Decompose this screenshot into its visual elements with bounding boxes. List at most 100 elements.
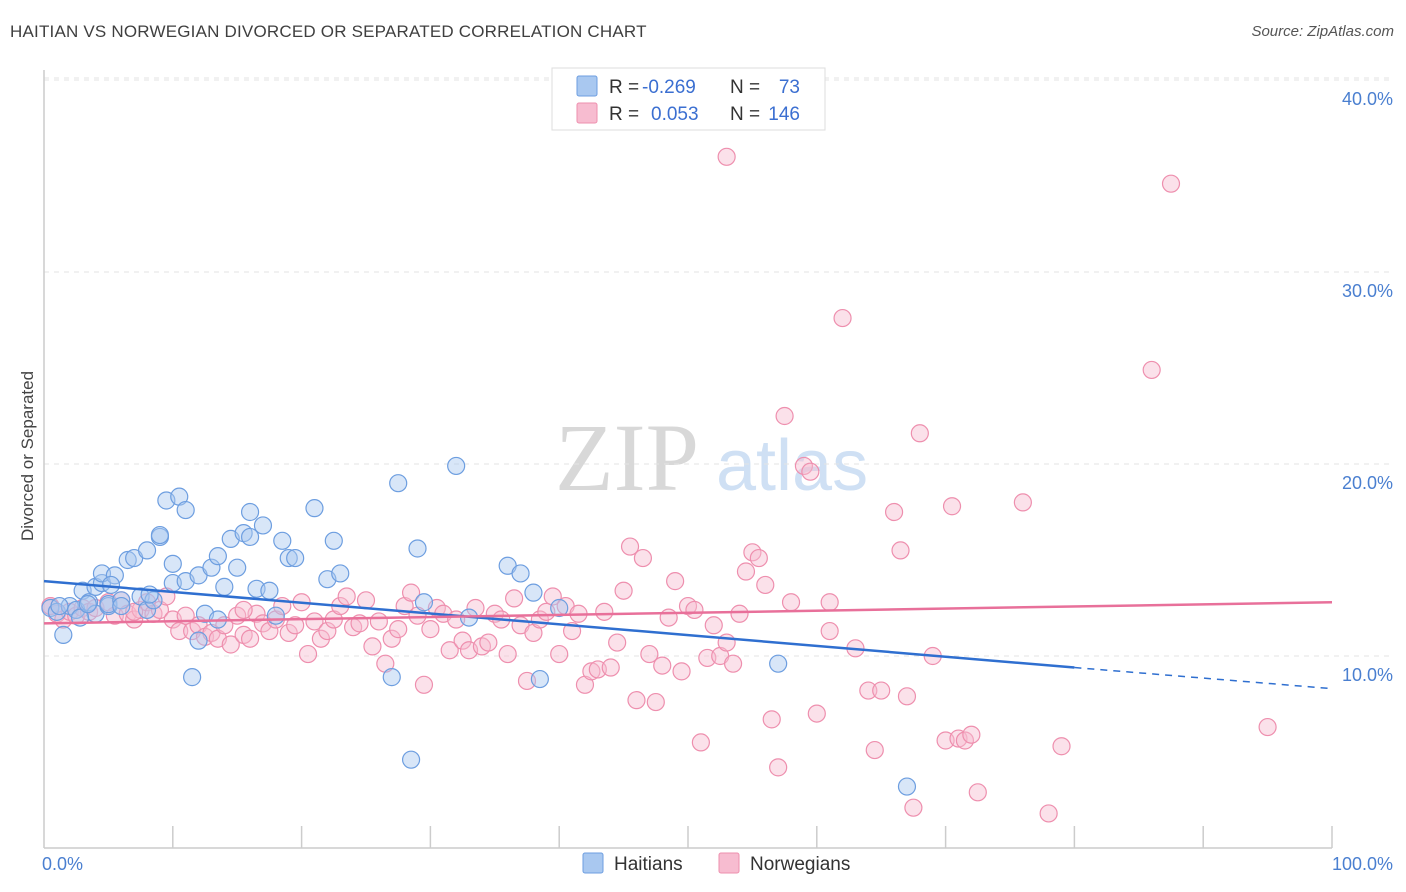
haitian-point-36 [215,577,234,596]
trend-lines [43,579,1333,690]
norwegian-point-128 [904,798,923,817]
norwegian-point-90 [627,691,646,710]
haitian-point-14 [112,591,131,610]
haitian-point-44 [260,581,279,600]
haitian-point-46 [273,531,292,550]
norwegian-point-27 [221,635,240,654]
norwegian-point-123 [865,740,884,760]
bottom-legend: Haitians Norwegians [582,852,850,875]
legend-r-value-haitians: -0.269 [642,77,696,98]
norwegian-point-57 [414,675,434,694]
norwegian-point-106 [730,604,749,623]
norwegian-point-91 [633,548,653,568]
haitian-point-19 [137,541,157,560]
haitian-point-69 [112,596,131,616]
norwegian-point-135 [962,725,981,744]
norwegian-point-86 [601,658,620,677]
haitian-point-33 [202,558,221,577]
norwegian-point-114 [781,593,801,612]
norwegian-point-83 [582,662,601,681]
norwegian-point-124 [872,681,891,700]
haitian-trend-line [43,579,1075,669]
norwegian-point-141 [1161,174,1181,193]
haitian-point-56 [408,539,427,558]
haitian-point-55 [401,750,421,769]
norwegian-point-142 [1258,717,1277,737]
haitian-point-51 [324,531,343,550]
norwegian-point-107 [736,562,756,581]
haitian-point-25 [163,554,182,573]
norwegian-point-118 [820,593,839,612]
norwegian-point-126 [891,541,910,560]
y-tick-label-30: 30.0% [1342,281,1393,301]
norwegian-point-67 [479,633,498,652]
haitian-point-63 [530,669,549,689]
haitian-point-54 [389,474,408,493]
haitian-point-18 [137,600,157,620]
bottom-legend-swatch-haitians [582,852,604,874]
norwegian-point-45 [337,587,356,606]
norwegian-point-143 [717,147,736,166]
haitian-point-67 [50,596,69,616]
haitian-point-47 [279,548,298,568]
norwegian-point-12 [125,610,144,629]
norwegian-point-132 [942,497,962,516]
norwegian-point-96 [666,572,685,591]
haitian-point-13 [105,566,124,585]
norwegian-point-116 [801,462,820,481]
chart-title: HAITIAN VS NORWEGIAN DIVORCED OR SEPARAT… [10,22,647,41]
norwegian-point-92 [640,644,659,664]
watermark-zip: ZIP [555,404,699,511]
norwegian-point-120 [833,308,852,328]
norwegian-point-137 [1013,493,1032,512]
norwegian-point-105 [723,654,743,673]
haitian-point-49 [305,499,324,518]
legend-r-label-haitians: R = [609,77,639,98]
y-tick-label-20: 20.0% [1342,473,1393,493]
norwegian-point-95 [659,608,678,627]
haitian-point-22 [150,525,170,545]
haitian-point-70 [78,595,97,614]
norwegian-point-33 [260,621,279,641]
y-tick-label-40: 40.0% [1342,89,1393,109]
norwegian-point-99 [685,600,704,620]
norwegian-point-119 [820,621,839,641]
norwegian-point-146 [234,600,253,620]
norwegian-point-110 [756,575,775,595]
haitian-point-62 [524,583,543,602]
haitian-point-15 [118,550,137,570]
haitian-point-27 [176,500,195,520]
gridlines [44,77,1392,657]
haitian-point-61 [511,564,530,583]
norwegian-point-63 [453,631,472,650]
norwegian-point-85 [595,602,614,621]
norwegian-point-113 [775,406,794,426]
legend-n-value-norwegians: 146 [768,104,800,125]
norwegian-point-61 [440,641,459,660]
haitian-point-35 [208,547,227,566]
norwegian-point-87 [608,633,627,652]
y-tick-labels: 10.0% 20.0% 30.0% 40.0% [1342,89,1393,685]
norwegian-point-100 [691,733,710,752]
norwegian-point-53 [389,620,408,639]
haitian-point-59 [447,456,466,476]
norwegian-point-42 [318,621,337,641]
norwegian-point-109 [749,548,768,568]
norwegian-point-102 [704,616,723,635]
norwegian-point-111 [762,710,781,729]
norwegian-trend-line [43,600,1333,625]
norwegian-point-39 [298,644,318,664]
watermark: ZIP atlas [555,404,868,511]
norwegian-point-138 [1039,804,1058,823]
haitian-point-52 [331,564,350,583]
norwegian-point-136 [968,783,987,802]
haitian-point-38 [228,558,247,577]
norwegian-point-70 [498,644,517,664]
bottom-legend-label-norwegians: Norwegians [750,854,850,875]
watermark-atlas: atlas [716,426,868,506]
norwegian-point-49 [363,637,382,656]
norwegian-point-97 [672,662,691,681]
norwegian-point-71 [505,589,524,608]
x-tick-label-max: 100.0% [1332,854,1393,874]
